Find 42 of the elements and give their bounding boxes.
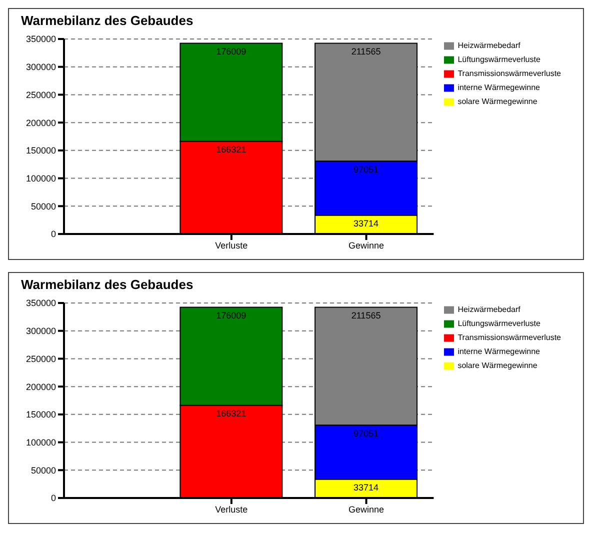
data-label: 33714 <box>354 218 379 229</box>
y-tick-label: 50000 <box>30 465 56 476</box>
data-label: 166321 <box>216 408 246 419</box>
y-tick-label: 300000 <box>26 62 56 72</box>
y-tick-label: 350000 <box>26 298 56 308</box>
legend-label: interne Wärmegewinne <box>458 83 540 92</box>
data-label: 176009 <box>216 310 246 321</box>
legend-label: Heizwärmebedarf <box>458 41 520 50</box>
x-tick-label: Verluste <box>215 504 248 514</box>
data-label: 176009 <box>216 46 246 57</box>
y-tick-label: 150000 <box>26 410 56 420</box>
legend-label: Heizwärmebedarf <box>458 305 520 314</box>
x-tick-label: Gewinne <box>348 504 384 514</box>
y-tick-label: 150000 <box>26 146 56 156</box>
data-label: 211565 <box>351 46 381 57</box>
y-tick-label: 0 <box>50 493 56 504</box>
data-label: 166321 <box>216 144 246 155</box>
y-tick-label: 250000 <box>26 354 56 364</box>
data-label: 97051 <box>354 428 379 439</box>
legend-label: Lüftungswärmeverluste <box>458 319 540 328</box>
data-label: 97051 <box>354 164 379 175</box>
y-tick-label: 50000 <box>30 201 56 212</box>
chart-title: Warmebilanz des Gebaudes <box>21 277 194 292</box>
legend-label: interne Wärmegewinne <box>458 347 540 356</box>
x-tick-label: Gewinne <box>348 240 384 250</box>
y-tick-label: 200000 <box>26 382 56 392</box>
legend-label: Transmissionswärmeverluste <box>458 69 561 78</box>
chart-title: Warmebilanz des Gebaudes <box>21 13 194 28</box>
y-tick-label: 250000 <box>26 90 56 100</box>
y-tick-label: 100000 <box>26 437 56 448</box>
x-tick-label: Verluste <box>215 240 248 250</box>
data-label: 211565 <box>351 310 381 321</box>
legend-label: solare Wärmegewinne <box>458 361 538 370</box>
y-tick-label: 300000 <box>26 326 56 336</box>
y-tick-label: 100000 <box>26 173 56 184</box>
legend-label: Lüftungswärmeverluste <box>458 55 540 64</box>
y-tick-label: 200000 <box>26 118 56 128</box>
legend-label: Transmissionswärmeverluste <box>458 333 561 342</box>
data-label: 33714 <box>354 482 379 493</box>
y-tick-label: 350000 <box>26 34 56 44</box>
y-tick-label: 0 <box>50 229 56 240</box>
legend-label: solare Wärmegewinne <box>458 97 538 106</box>
